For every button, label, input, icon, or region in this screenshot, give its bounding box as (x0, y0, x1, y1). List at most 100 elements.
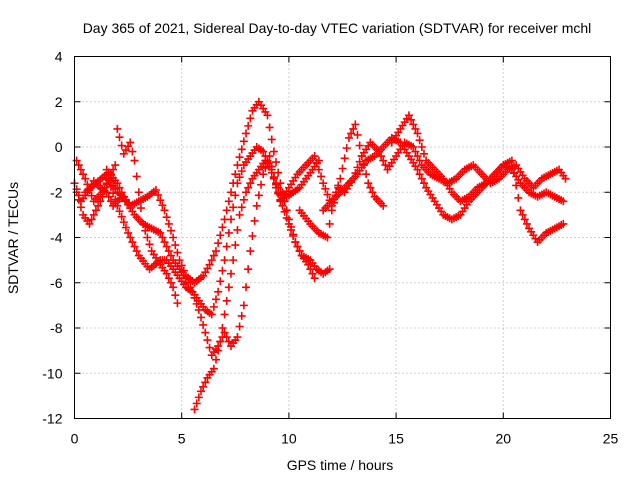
data-point (111, 161, 120, 170)
data-point (235, 173, 244, 182)
data-point (559, 197, 568, 206)
x-tick-label: 0 (71, 431, 79, 447)
data-point (173, 248, 182, 257)
data-point (237, 167, 246, 176)
data-point (415, 136, 424, 145)
data-point (252, 201, 261, 210)
series-pass-5 (81, 143, 323, 319)
data-point (76, 165, 85, 174)
data-point (113, 124, 122, 133)
data-point (222, 242, 231, 251)
data-point (227, 269, 236, 278)
series-layer (70, 97, 570, 414)
data-point (312, 158, 321, 167)
data-point (287, 225, 296, 234)
data-point (207, 310, 216, 319)
data-point (379, 201, 388, 210)
data-point (216, 337, 225, 346)
data-point (231, 170, 240, 179)
data-point (231, 191, 240, 200)
data-point (154, 191, 163, 200)
data-point (121, 223, 130, 232)
data-point (115, 207, 124, 216)
data-point (85, 219, 94, 228)
chart-title: Day 365 of 2021, Sidereal Day-to-day VTE… (83, 20, 592, 36)
x-tick-label: 20 (496, 431, 512, 447)
series-pass-4 (102, 152, 319, 360)
data-point (171, 241, 180, 250)
data-point (227, 188, 236, 197)
data-point (196, 387, 205, 396)
data-point (340, 154, 349, 163)
data-point (203, 336, 212, 345)
data-point (308, 269, 317, 278)
data-point (269, 173, 278, 182)
data-point (141, 226, 150, 235)
data-point (306, 265, 315, 274)
data-point (164, 274, 173, 283)
data-point (323, 190, 332, 199)
data-point (237, 145, 246, 154)
data-point (514, 193, 523, 202)
data-point (106, 182, 115, 191)
data-point (164, 247, 173, 256)
y-tick-label: 4 (55, 49, 63, 65)
data-point (166, 226, 175, 235)
data-point (216, 231, 225, 240)
data-point (244, 121, 253, 130)
data-point (173, 299, 182, 308)
data-point (128, 147, 137, 156)
data-point (263, 111, 272, 120)
data-point (229, 256, 238, 265)
data-point (242, 283, 251, 292)
data-point (242, 188, 251, 197)
data-point (409, 120, 418, 129)
data-point (158, 233, 167, 242)
data-point (220, 310, 229, 319)
data-point (160, 206, 169, 215)
data-point (321, 184, 330, 193)
data-point (196, 313, 205, 322)
data-point (119, 192, 128, 201)
series-pass-11 (387, 111, 568, 247)
data-point (74, 161, 83, 170)
data-point (117, 188, 126, 197)
data-point (209, 251, 218, 260)
data-point (190, 405, 199, 414)
data-point (265, 123, 274, 132)
data-point (104, 176, 113, 185)
axis-ticks: 0 5 10 15 20 25 -12 -10 -8 -6 -4 -2 0 2 4 (42, 49, 618, 447)
data-point (222, 296, 231, 305)
data-point (364, 179, 373, 188)
x-axis-label: GPS time / hours (287, 457, 394, 473)
data-point (293, 242, 302, 251)
data-point (559, 219, 568, 228)
data-point (156, 196, 165, 205)
data-point (282, 213, 291, 222)
series-pass-3 (72, 97, 334, 287)
data-point (419, 179, 428, 188)
data-point (102, 170, 111, 179)
data-point (518, 210, 527, 219)
data-point (254, 191, 263, 200)
data-point (246, 114, 255, 123)
data-point (158, 201, 167, 210)
data-point (261, 164, 270, 173)
data-point (214, 346, 223, 355)
data-point (244, 183, 253, 192)
data-point (216, 277, 225, 286)
data-point (156, 228, 165, 237)
data-point (145, 240, 154, 249)
data-point (91, 206, 100, 215)
x-tick-label: 25 (603, 431, 619, 447)
data-point (151, 185, 160, 194)
data-point (233, 333, 242, 342)
data-point (415, 170, 424, 179)
data-point (310, 274, 319, 283)
data-point (284, 219, 293, 228)
data-point (413, 129, 422, 138)
data-point (353, 130, 362, 139)
data-point (205, 343, 214, 352)
data-point (169, 233, 178, 242)
data-point (207, 256, 216, 265)
